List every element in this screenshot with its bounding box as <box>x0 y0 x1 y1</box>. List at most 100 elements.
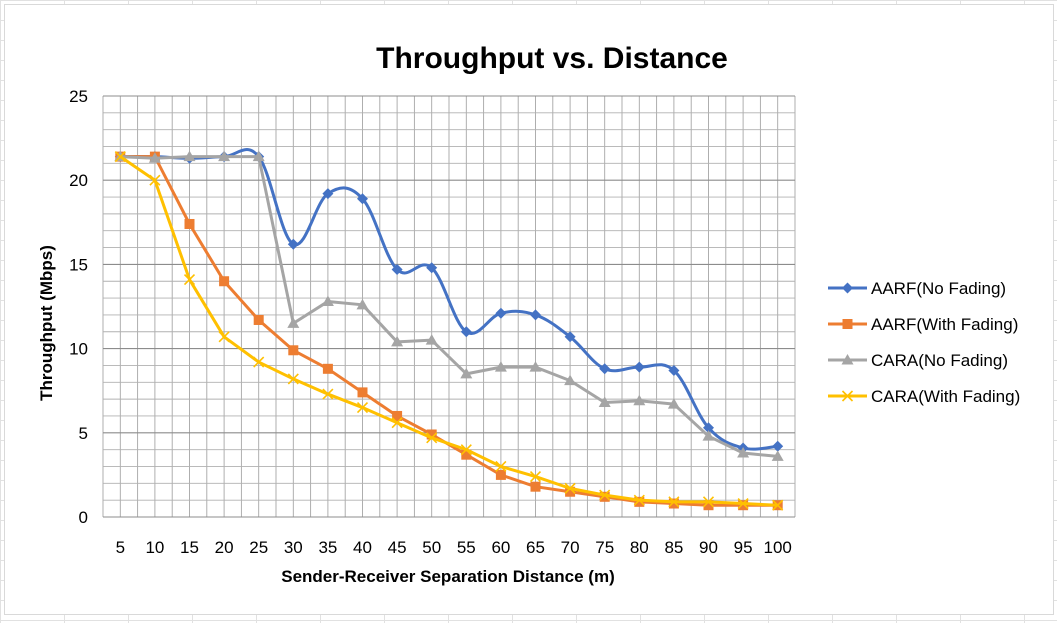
data-point <box>495 460 507 473</box>
data-point <box>219 276 230 287</box>
data-point <box>356 401 369 414</box>
data-point <box>668 496 680 508</box>
data-point <box>460 326 472 338</box>
x-tick-label: 5 <box>116 538 125 557</box>
x-tick-label: 65 <box>526 538 545 557</box>
data-point <box>218 150 231 162</box>
y-tick-label: 0 <box>79 508 88 527</box>
data-point <box>633 394 646 406</box>
data-point <box>425 334 438 345</box>
data-point <box>148 152 161 163</box>
data-point <box>771 450 784 461</box>
data-point <box>633 494 645 506</box>
x-tick-label: 95 <box>734 538 753 557</box>
data-point <box>461 449 472 460</box>
data-point <box>183 273 196 286</box>
series-4 <box>114 151 784 511</box>
data-point <box>668 498 679 509</box>
x-tick-label: 35 <box>318 538 337 557</box>
data-point <box>703 500 714 511</box>
x-tick-label: 80 <box>630 538 649 557</box>
data-point <box>494 361 507 372</box>
legend-item[interactable]: CARA(No Fading) <box>828 351 1008 370</box>
series-line <box>120 148 778 451</box>
legend-marker <box>841 354 854 365</box>
y-tick-label: 25 <box>69 87 88 106</box>
data-point <box>460 367 473 379</box>
data-point <box>634 496 645 507</box>
legend-label: AARF(With Fading) <box>871 315 1018 334</box>
data-point <box>322 388 334 400</box>
data-point <box>495 307 507 319</box>
data-point <box>633 361 645 373</box>
legend-label: CARA(With Fading) <box>871 387 1020 406</box>
data-point <box>426 429 437 440</box>
legend-marker <box>842 282 853 294</box>
y-axis-ticks: 0 5 10 15 20 25 <box>69 87 88 527</box>
series-line <box>119 155 778 507</box>
data-point <box>530 309 541 321</box>
data-point <box>183 150 196 162</box>
data-point <box>321 295 334 306</box>
data-point <box>392 410 403 421</box>
data-point <box>702 496 715 508</box>
line-chart: Throughput vs. Distance 0 5 10 15 20 25 5 10 15… <box>37 42 1020 586</box>
data-point <box>149 174 161 186</box>
data-point <box>529 471 542 483</box>
legend-marker <box>842 319 853 329</box>
data-point <box>702 430 715 441</box>
legend-label: CARA(No Fading) <box>871 351 1008 370</box>
data-point <box>391 335 404 347</box>
x-tick-label: 55 <box>457 538 476 557</box>
data-point <box>114 151 126 163</box>
data-point <box>565 486 576 497</box>
legend-label: AARF(No Fading) <box>871 279 1006 298</box>
x-tick-label: 50 <box>422 538 441 557</box>
x-tick-label: 60 <box>491 538 510 557</box>
data-point <box>737 497 749 510</box>
x-tick-label: 100 <box>764 538 792 557</box>
y-tick-label: 5 <box>79 424 88 443</box>
data-point <box>288 345 299 356</box>
data-point <box>218 331 230 343</box>
series-line <box>120 155 778 458</box>
x-tick-label: 70 <box>561 538 580 557</box>
x-tick-label: 30 <box>284 538 303 557</box>
data-point <box>391 263 403 275</box>
legend-item[interactable]: AARF(With Fading) <box>828 315 1018 334</box>
plot-gridlines <box>102 95 796 518</box>
legend[interactable]: AARF(No Fading) AARF(With Fading) CARA(No … <box>828 279 1020 406</box>
y-tick-label: 15 <box>69 255 88 274</box>
data-point <box>426 262 438 274</box>
data-point <box>529 361 542 372</box>
data-point <box>668 364 680 376</box>
legend-item[interactable]: AARF(No Fading) <box>828 279 1006 298</box>
data-point <box>322 188 334 200</box>
data-point <box>287 238 299 250</box>
chart-area[interactable]: Throughput vs. Distance 0 5 10 15 20 25 5 10 15… <box>4 4 1054 615</box>
data-point <box>564 331 576 343</box>
x-tick-label: 20 <box>215 538 234 557</box>
x-tick-label: 25 <box>249 538 268 557</box>
series-3 <box>114 150 784 461</box>
data-point <box>599 489 611 501</box>
x-tick-label: 40 <box>353 538 372 557</box>
x-tick-label: 45 <box>388 538 407 557</box>
data-point <box>322 363 333 374</box>
data-point <box>252 150 265 162</box>
data-point <box>564 482 576 494</box>
data-point <box>598 396 611 407</box>
legend-item[interactable]: CARA(With Fading) <box>828 387 1020 406</box>
x-axis-title: Sender-Receiver Separation Distance (m) <box>281 567 615 586</box>
x-tick-label: 75 <box>595 538 614 557</box>
data-point <box>253 314 264 325</box>
legend-marker <box>841 390 854 402</box>
x-tick-label: 85 <box>664 538 683 557</box>
y-axis-title: Throughput (Mbps) <box>37 245 56 401</box>
data-point <box>772 440 784 452</box>
x-axis-ticks: 5 10 15 20 25 30 35 40 45 50 55 60 65 70 75 80 85 90 95 100 <box>116 538 792 557</box>
data-point <box>287 373 299 385</box>
data-point <box>253 356 265 368</box>
data-point <box>495 469 506 480</box>
data-point <box>738 500 749 511</box>
